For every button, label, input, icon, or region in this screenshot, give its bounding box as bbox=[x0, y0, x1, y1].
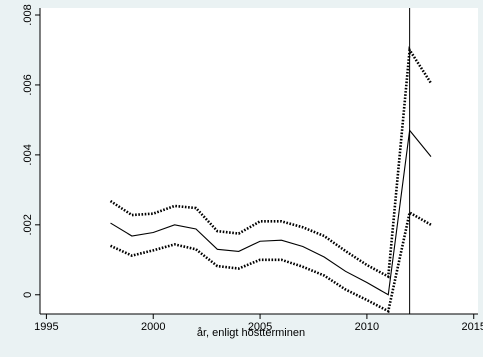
y-tick-label: .006 bbox=[22, 74, 34, 95]
upper-bound-line bbox=[109, 46, 433, 279]
x-tick-label: 2005 bbox=[248, 321, 272, 333]
x-tick-label: 1995 bbox=[34, 321, 58, 333]
series-group bbox=[109, 8, 433, 314]
y-tick-label: 0 bbox=[22, 292, 34, 298]
x-axis-label: år, enligt höstterminen bbox=[197, 327, 305, 339]
y-tick-label: .008 bbox=[22, 4, 34, 25]
y-tick-label: .004 bbox=[22, 144, 34, 165]
x-tick-label: 2015 bbox=[461, 321, 483, 333]
plot-area bbox=[40, 8, 478, 314]
x-tick-label: 2000 bbox=[141, 321, 165, 333]
axes: 1995 2000 2005 2010 2015 0 .002 .004 .006 .008 bbox=[22, 4, 483, 333]
y-tick-label: .002 bbox=[22, 214, 34, 235]
x-tick-label: 2010 bbox=[355, 321, 379, 333]
estimate-line bbox=[110, 129, 432, 296]
